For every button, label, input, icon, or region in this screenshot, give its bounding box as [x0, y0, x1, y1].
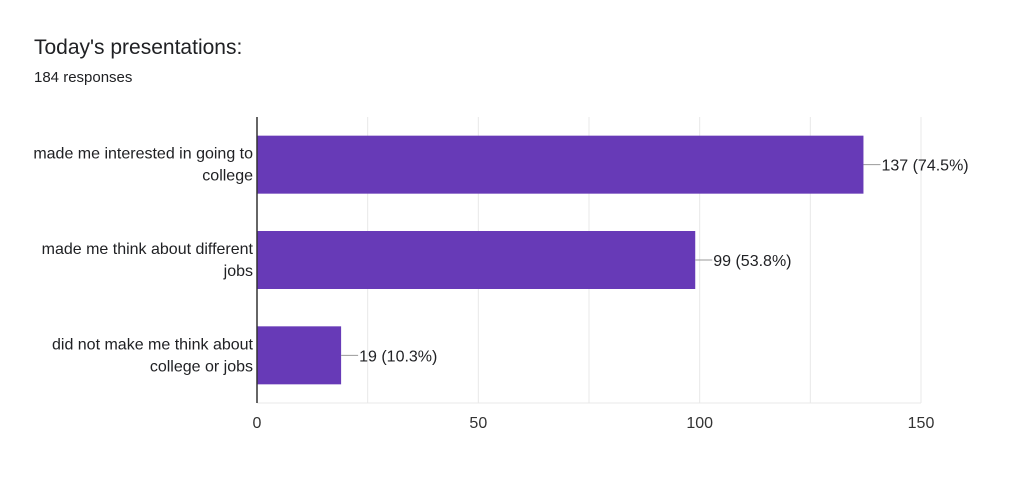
data-label: 137 (74.5%)	[881, 158, 968, 175]
data-label: 19 (10.3%)	[359, 348, 437, 365]
response-count: 184 responses	[34, 69, 133, 86]
labels: 137 (74.5%) made me interested in going t…	[33, 146, 968, 376]
data-label: 99 (53.8%)	[713, 253, 791, 270]
category-label: made me think about different	[42, 241, 254, 258]
category-label: made me interested in going to	[33, 146, 253, 163]
bars	[257, 135, 864, 385]
x-tick-label: 50	[469, 415, 487, 432]
bar	[257, 135, 864, 194]
axes: 0 50 100 150	[253, 117, 935, 432]
category-label: college	[202, 168, 253, 185]
category-label: did not make me think about	[52, 336, 254, 353]
bar	[257, 231, 696, 289]
bar	[257, 326, 342, 385]
x-tick-label: 100	[686, 415, 713, 432]
question-header: Today's presentations: 184 responses	[34, 34, 242, 88]
category-label: college or jobs	[150, 358, 253, 375]
question-title: Today's presentations:	[34, 36, 243, 59]
x-tick-label: 150	[908, 415, 935, 432]
x-tick-label: 0	[253, 415, 262, 432]
category-label: jobs	[223, 263, 253, 280]
